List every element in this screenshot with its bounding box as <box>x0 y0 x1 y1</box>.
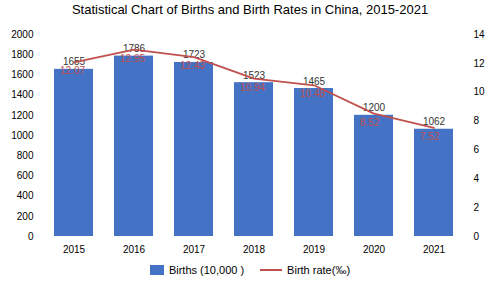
svg-text:600: 600 <box>17 170 34 181</box>
svg-text:400: 400 <box>17 190 34 201</box>
svg-text:2019: 2019 <box>303 244 326 255</box>
svg-text:2015: 2015 <box>63 244 86 255</box>
svg-text:10.48: 10.48 <box>300 88 325 99</box>
svg-text:1200: 1200 <box>363 102 386 113</box>
svg-text:0: 0 <box>28 231 34 242</box>
svg-text:6: 6 <box>474 144 480 155</box>
svg-text:1200: 1200 <box>11 110 34 121</box>
svg-text:12.95: 12.95 <box>120 53 145 64</box>
svg-text:1800: 1800 <box>11 49 34 60</box>
svg-text:12.07: 12.07 <box>60 65 85 76</box>
svg-text:2021: 2021 <box>423 244 446 255</box>
svg-text:8.52: 8.52 <box>360 117 380 128</box>
svg-text:1400: 1400 <box>11 89 34 100</box>
svg-text:1000: 1000 <box>11 130 34 141</box>
svg-text:2000: 2000 <box>11 29 34 40</box>
svg-text:4: 4 <box>474 173 480 184</box>
svg-text:2017: 2017 <box>183 244 206 255</box>
svg-text:7.52: 7.52 <box>420 131 440 142</box>
svg-text:2016: 2016 <box>123 244 146 255</box>
svg-text:14: 14 <box>474 29 486 40</box>
svg-text:1523: 1523 <box>242 69 266 81</box>
html-text:Birth rate(‰): Birth rate(‰) <box>287 264 351 276</box>
svg-text:0: 0 <box>474 231 480 242</box>
svg-text:1723: 1723 <box>183 49 206 60</box>
svg-text:1465: 1465 <box>302 75 326 87</box>
svg-text:10: 10 <box>474 86 486 97</box>
svg-text:200: 200 <box>17 211 34 222</box>
svg-text:1786: 1786 <box>122 43 146 55</box>
svg-text:2020: 2020 <box>363 244 386 255</box>
html-text:Births (10,000 ): Births (10,000 ) <box>168 264 245 276</box>
html-text:Statistical Chart of Births an: Statistical Chart of Births and Birth Ra… <box>71 2 429 17</box>
svg-text:12.43: 12.43 <box>180 60 205 71</box>
svg-text:10.94: 10.94 <box>240 82 265 93</box>
svg-text:2: 2 <box>474 202 480 213</box>
svg-text:1062: 1062 <box>422 116 446 128</box>
svg-text:800: 800 <box>17 150 34 161</box>
svg-text:8: 8 <box>474 115 480 126</box>
svg-text:12: 12 <box>474 58 486 69</box>
svg-text:2018: 2018 <box>243 244 266 255</box>
svg-text:1600: 1600 <box>11 69 34 80</box>
